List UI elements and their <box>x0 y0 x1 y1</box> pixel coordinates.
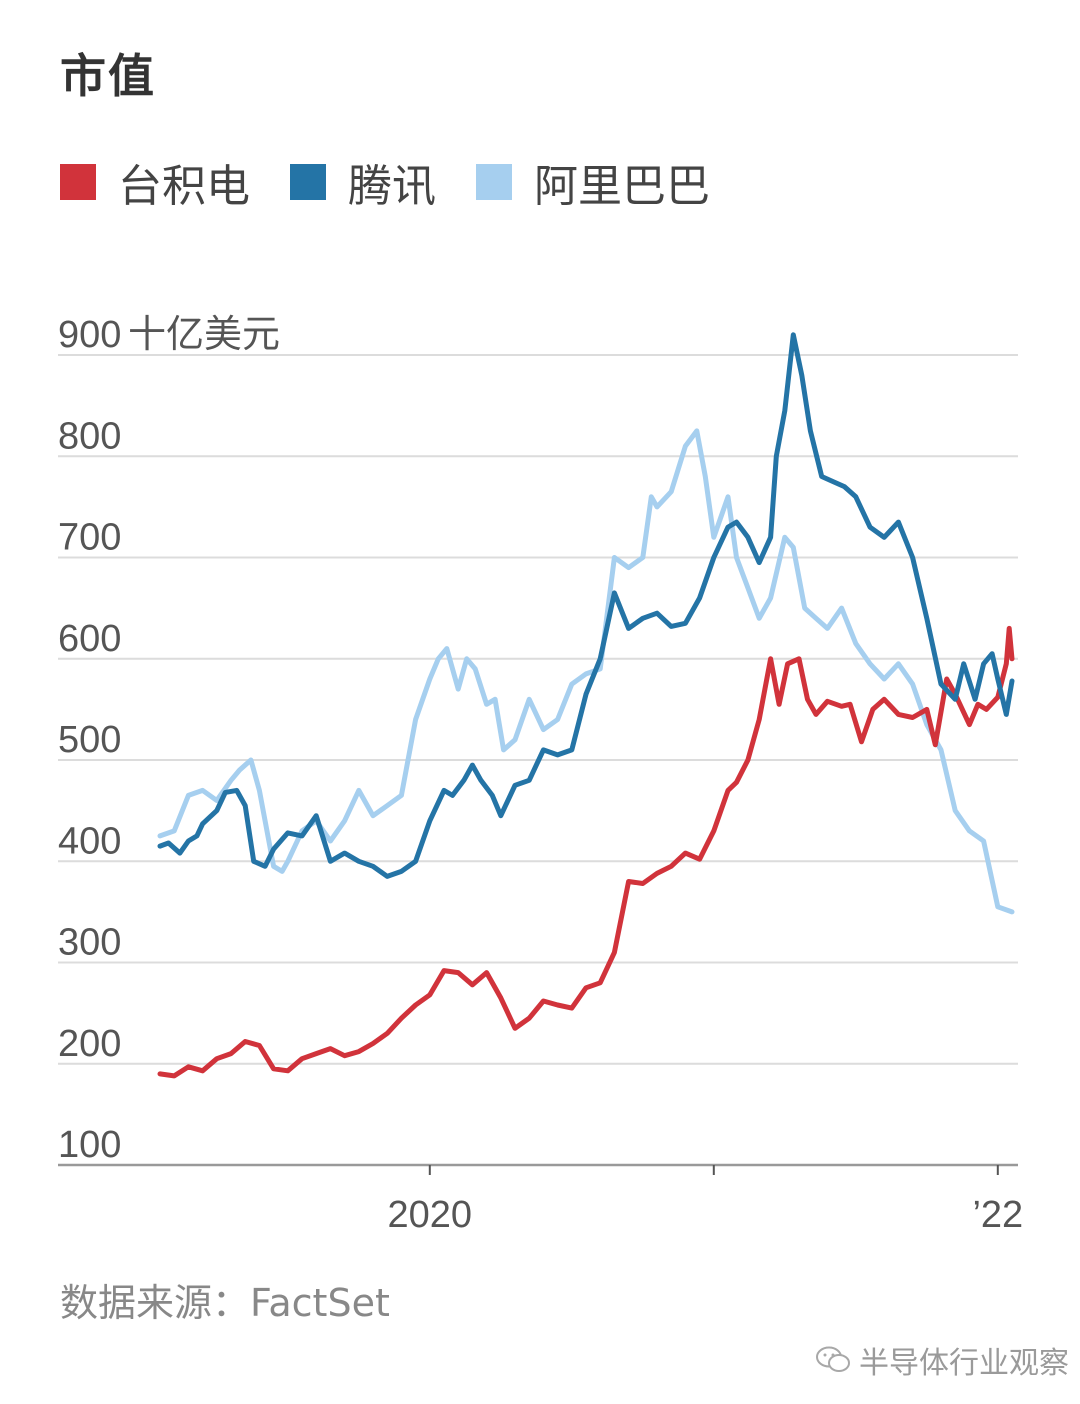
y-tick-label-900: 900 <box>58 314 121 356</box>
y-tick-label-700: 700 <box>58 517 121 559</box>
watermark-text: 半导体行业观察 <box>859 1346 1069 1381</box>
legend-swatch-tsmc <box>60 164 96 200</box>
source-note: 数据来源：FactSet <box>60 1281 390 1325</box>
watermark: 半导体行业观察 <box>815 1338 1069 1382</box>
x-axis: 2020 ’22 <box>58 1163 1023 1236</box>
legend-label-tsmc: 台积电 <box>118 161 250 212</box>
legend-label-tencent: 腾讯 <box>348 161 436 212</box>
y-axis-labels: 900 十亿美元 800 700 600 500 400 300 200 100 <box>58 312 280 1166</box>
legend-item-tsmc: 台积电 <box>60 150 250 214</box>
y-tick-label-600: 600 <box>58 618 121 660</box>
wechat-icon <box>816 1346 850 1372</box>
y-tick-label-300: 300 <box>58 922 121 964</box>
y-tick-label-500: 500 <box>58 719 121 761</box>
series-lines <box>157 332 1015 1079</box>
gridlines <box>58 354 1018 1065</box>
y-tick-label-400: 400 <box>58 820 121 862</box>
y-tick-label-100: 100 <box>58 1124 121 1166</box>
legend-swatch-tencent <box>290 164 326 200</box>
x-tick-label-’22: ’22 <box>972 1194 1023 1236</box>
y-tick-label-200: 200 <box>58 1023 121 1065</box>
series-line-tsmc <box>157 625 1015 1079</box>
legend-swatch-alibaba <box>476 164 512 200</box>
series-line-tencent <box>157 332 1015 879</box>
x-tick-label-2020: 2020 <box>388 1194 473 1236</box>
chart-title: 市值 <box>60 49 156 103</box>
legend-item-tencent: 腾讯 <box>290 150 436 214</box>
series-line-alibaba <box>157 428 1015 915</box>
y-tick-label-800: 800 <box>58 415 121 457</box>
chart-legend: 台积电 腾讯 阿里巴巴 <box>60 150 710 214</box>
y-unit-label: 十亿美元 <box>128 312 280 356</box>
legend-label-alibaba: 阿里巴巴 <box>534 161 710 212</box>
legend-item-alibaba: 阿里巴巴 <box>476 150 710 214</box>
